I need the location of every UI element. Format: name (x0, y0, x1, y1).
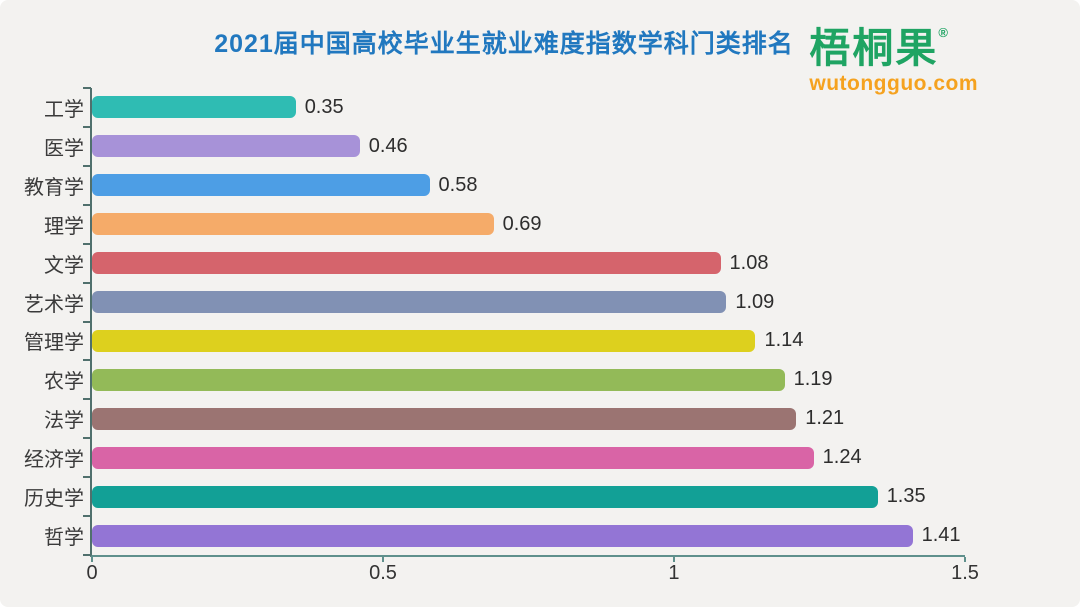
bar-row: 医学 0.46 (44, 127, 965, 166)
bar (92, 524, 913, 547)
bar (92, 174, 430, 197)
category-label: 农学 (44, 371, 84, 394)
value-label: 1.35 (886, 485, 926, 508)
bar-row: 艺术学 1.09 (24, 283, 965, 322)
bar-row: 经济学 1.24 (24, 438, 965, 477)
wutongguo-logo: 梧桐果® wutongguo.com (809, 25, 978, 95)
value-label: 1.24 (822, 446, 862, 469)
x-axis-tick (91, 557, 93, 562)
bar-row: 管理学 1.14 (24, 322, 965, 361)
y-axis-tick (83, 125, 91, 128)
bar (92, 291, 727, 314)
bar-row: 工学 0.35 (44, 88, 965, 127)
y-axis-tick (83, 242, 91, 245)
logo-domain-text: wutongguo.com (809, 72, 978, 95)
y-axis-tick (83, 476, 91, 479)
value-label: 0.46 (368, 134, 408, 157)
x-axis-tick-label: 1.5 (951, 562, 979, 584)
y-axis-tick (83, 320, 91, 323)
plot-area: 工学 0.35 医学 0.46 教育学 0.58 理学 0.69 文学 1.08… (24, 87, 979, 584)
y-axis-tick (83, 281, 91, 284)
y-axis-tick (83, 398, 91, 401)
bar (92, 368, 785, 391)
category-label: 理学 (44, 215, 84, 238)
bar (92, 329, 756, 352)
category-label: 文学 (44, 254, 84, 277)
y-axis-tick (83, 554, 91, 556)
logo-name-line: 梧桐果® (809, 25, 978, 71)
bar-row: 教育学 0.58 (24, 166, 965, 205)
category-label: 经济学 (24, 449, 84, 472)
category-label: 哲学 (44, 527, 84, 550)
bar (92, 135, 360, 158)
category-label: 教育学 (24, 176, 84, 199)
x-axis-tick-label: 0 (86, 562, 98, 584)
x-axis-tick-label: 1 (668, 562, 680, 584)
category-label: 医学 (44, 137, 84, 160)
value-label: 1.14 (764, 329, 804, 352)
bar (92, 96, 296, 119)
bar-row: 历史学 1.35 (24, 477, 965, 516)
bar-row: 文学 1.08 (44, 244, 965, 283)
x-axis-tick-label: 0.5 (369, 562, 397, 584)
x-axis-tick (381, 557, 384, 562)
value-label: 0.69 (502, 212, 542, 235)
y-axis-tick (83, 359, 91, 362)
bar (92, 407, 797, 430)
bar-row: 哲学 1.41 (44, 516, 965, 555)
value-label: 0.35 (304, 95, 344, 118)
category-label: 历史学 (24, 488, 84, 511)
bar (92, 446, 814, 469)
category-label: 工学 (44, 98, 84, 121)
value-label: 1.21 (805, 407, 845, 430)
bar-row: 农学 1.19 (44, 360, 965, 399)
x-axis-tick (672, 557, 675, 562)
y-axis-tick (83, 87, 91, 89)
category-label: 管理学 (24, 332, 84, 355)
value-label: 0.58 (438, 173, 478, 196)
y-axis-tick (83, 515, 91, 518)
value-label: 1.08 (729, 251, 769, 274)
category-label: 法学 (44, 410, 84, 433)
x-axis-tick (964, 557, 966, 562)
value-label: 1.09 (735, 290, 775, 313)
bar-row: 法学 1.21 (44, 399, 965, 438)
bar (92, 485, 878, 508)
value-label: 1.19 (793, 368, 833, 391)
value-label: 1.41 (921, 524, 961, 547)
registered-trademark-icon: ® (938, 25, 948, 40)
y-axis-tick (83, 437, 91, 440)
bar (92, 213, 494, 236)
bar (92, 252, 721, 275)
y-axis-tick (83, 164, 91, 167)
logo-name-text: 梧桐果 (809, 25, 939, 71)
y-axis-tick (83, 203, 91, 206)
bar-rows: 工学 0.35 医学 0.46 教育学 0.58 理学 0.69 文学 1.08… (24, 88, 965, 555)
chart-title: 2021届中国高校毕业生就业难度指数学科门类排名 (214, 30, 794, 58)
bar-row: 理学 0.69 (44, 205, 965, 244)
category-label: 艺术学 (24, 293, 84, 316)
